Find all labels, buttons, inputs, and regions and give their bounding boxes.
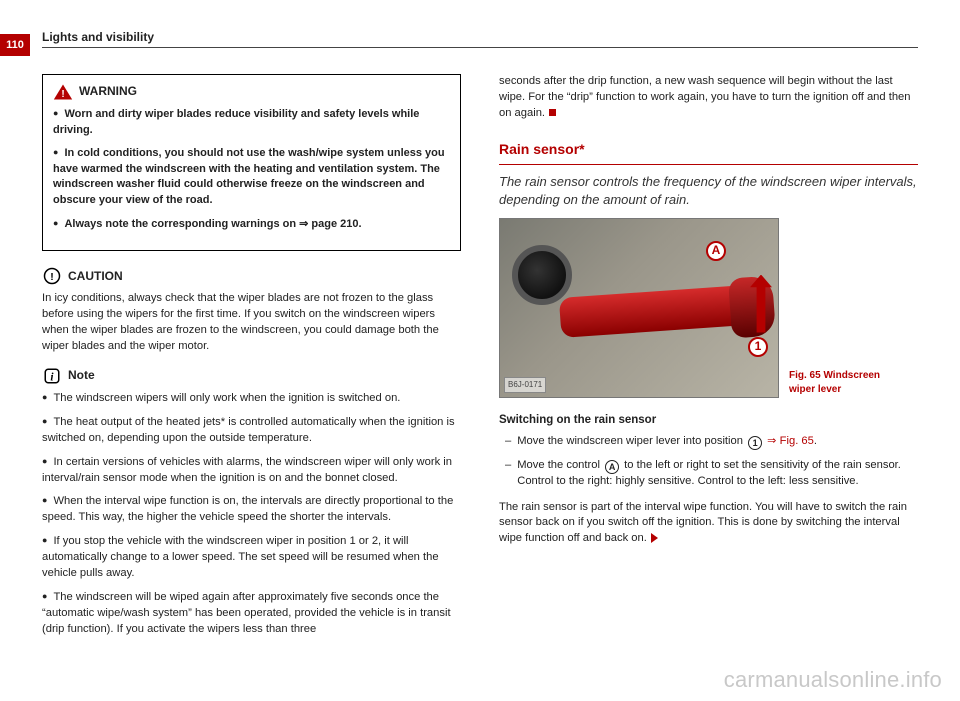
step-text-part: . [814,435,817,447]
warning-title: ! WARNING [53,83,450,101]
footer-span: The rain sensor is part of the interval … [499,501,907,545]
inline-callout-a: A [605,460,619,474]
section-heading: Rain sensor* [499,140,918,165]
warning-item: In cold conditions, you should not use t… [53,146,450,208]
note-heading: i Note [42,367,461,385]
step-dash-icon: – [505,434,511,450]
figure-caption: Fig. 65 Windscreen wiper lever [789,369,899,397]
note-item: If you stop the vehicle with the windscr… [42,534,461,582]
step-text-part: Move the windscreen wiper lever into pos… [517,435,746,447]
content-columns: ! WARNING Worn and dirty wiper blades re… [42,74,918,646]
warning-box: ! WARNING Worn and dirty wiper blades re… [42,74,461,251]
procedure-step: – Move the control A to the left or righ… [499,458,918,490]
header-rule [42,47,918,48]
right-column: seconds after the drip function, a new w… [499,74,918,646]
procedure-heading: Switching on the rain sensor [499,412,918,428]
watermark: carmanualsonline.info [724,667,942,693]
note-item: The windscreen will be wiped again after… [42,590,461,638]
figure-ref: ⇒ Fig. 65 [764,435,814,447]
caution-label: CAUTION [68,268,123,285]
continue-marker-icon [651,533,658,543]
warning-item: Always note the corresponding warnings o… [53,217,450,233]
step-dash-icon: – [505,458,511,490]
caution-text: In icy conditions, always check that the… [42,291,461,355]
info-icon: i [42,367,62,385]
caution-icon: ! [42,267,62,285]
step-text: Move the windscreen wiper lever into pos… [517,434,817,450]
wiper-lever [560,271,770,343]
warning-label: WARNING [79,83,137,100]
caution-heading: ! CAUTION [42,267,461,285]
continuation-span: seconds after the drip function, a new w… [499,75,911,119]
svg-text:!: ! [61,89,64,100]
figure-stamp: B6J-0171 [504,377,546,392]
warning-icon: ! [53,83,73,101]
note-item: The heat output of the heated jets* is c… [42,415,461,447]
svg-text:!: ! [50,271,54,283]
footer-text: The rain sensor is part of the interval … [499,500,918,548]
note-label: Note [68,367,95,384]
left-column: ! WARNING Worn and dirty wiper blades re… [42,74,461,646]
step-text: Move the control A to the left or right … [517,458,918,490]
callout-a: A [706,241,726,261]
manual-page: 110 Lights and visibility ! WARNING Worn… [0,0,960,701]
warning-item: Worn and dirty wiper blades reduce visib… [53,107,450,138]
note-item: In certain versions of vehicles with ala… [42,455,461,487]
page-number-tab: 110 [0,34,30,56]
note-item: When the interval wipe function is on, t… [42,494,461,526]
svg-text:i: i [50,371,54,383]
section-intro: The rain sensor controls the frequency o… [499,173,918,210]
callout-1: 1 [748,337,768,357]
inline-callout-1: 1 [748,436,762,450]
procedure-step: – Move the windscreen wiper lever into p… [499,434,918,450]
continuation-text: seconds after the drip function, a new w… [499,74,918,122]
page-header: Lights and visibility [42,30,918,44]
note-item: The windscreen wipers will only work whe… [42,391,461,407]
figure-wrap: A 1 B6J-0171 Fig. 65 Windscreen wiper le… [499,218,918,398]
step-text-part: Move the control [517,459,603,471]
end-marker-icon [549,109,556,116]
figure-image: A 1 B6J-0171 [499,218,779,398]
